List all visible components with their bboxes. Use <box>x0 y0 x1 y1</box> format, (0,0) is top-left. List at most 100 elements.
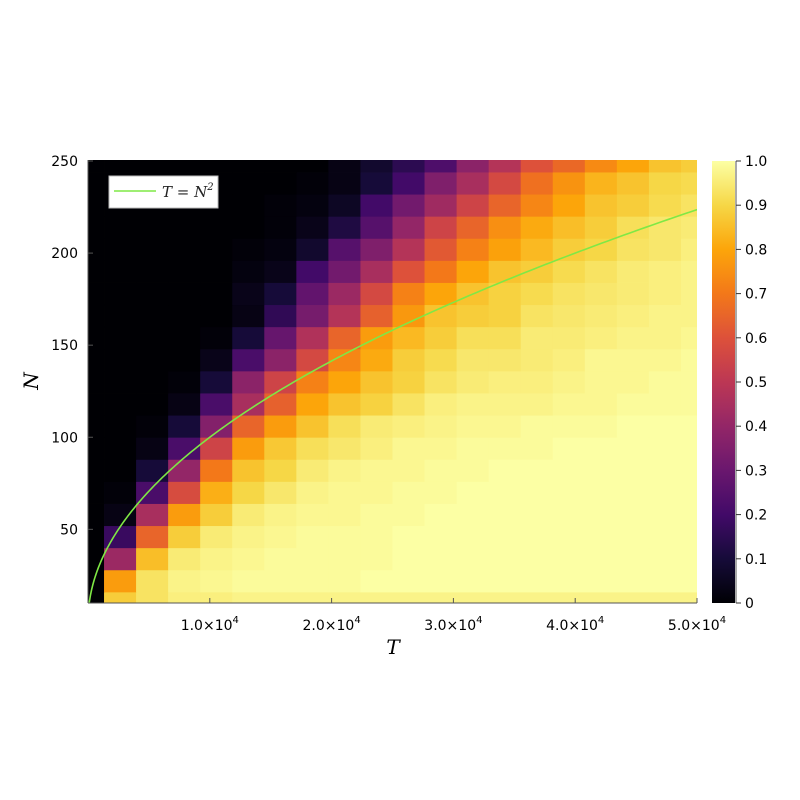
heatmap-cell <box>264 326 297 350</box>
heatmap-cell <box>200 459 233 482</box>
heatmap-cell <box>328 503 361 527</box>
heatmap-cell <box>424 348 458 372</box>
x-tick-label: 1.0×104 <box>181 615 239 634</box>
heatmap-cell <box>168 569 201 593</box>
heatmap-cell <box>88 370 105 394</box>
heatmap-cell <box>584 481 618 504</box>
heatmap-cell <box>232 393 265 416</box>
heatmap-cell <box>488 525 522 549</box>
heatmap-cell <box>648 282 682 306</box>
heatmap-cell <box>88 260 105 283</box>
heatmap-cell <box>264 282 297 306</box>
heatmap-cell <box>456 194 490 217</box>
heatmap-cell <box>232 415 265 438</box>
heatmap-cell <box>168 481 201 504</box>
heatmap-cell <box>104 348 137 372</box>
heatmap-cell <box>552 194 586 217</box>
heatmap-cell <box>392 393 425 416</box>
heatmap-cell <box>200 503 233 527</box>
y-axis-label: N <box>19 371 43 391</box>
heatmap-cell <box>424 503 458 527</box>
heatmap-cell <box>520 348 554 372</box>
heatmap-cell <box>264 172 297 195</box>
heatmap-cell <box>328 459 361 482</box>
y-tick-label: 250 <box>51 154 78 170</box>
heatmap-cell <box>680 503 697 527</box>
heatmap-cell <box>168 282 201 306</box>
heatmap-cell <box>104 304 137 328</box>
heatmap-cell <box>520 415 554 438</box>
heatmap-cell <box>328 393 361 416</box>
legend: T = N2 <box>108 175 219 209</box>
heatmap-cell <box>328 326 361 350</box>
heatmap-cell <box>232 437 265 460</box>
heatmap-cell <box>648 160 682 173</box>
heatmap-cell <box>360 216 393 239</box>
heatmap-cell <box>296 326 329 350</box>
heatmap-cell <box>264 238 297 261</box>
x-tick-label: 2.0×104 <box>303 615 361 634</box>
heatmap-cell <box>648 304 682 328</box>
heatmap-cell <box>680 525 697 549</box>
heatmap-cell <box>552 304 586 328</box>
heatmap-cell <box>104 503 137 527</box>
heatmap-cell <box>88 591 105 603</box>
heatmap-cell <box>616 591 650 603</box>
heatmap-cell <box>264 260 297 283</box>
legend-box <box>108 175 219 209</box>
heatmap-cell <box>328 415 361 438</box>
heatmap-cell <box>296 238 329 261</box>
heatmap-cell <box>360 591 393 603</box>
heatmap-cell <box>136 160 169 173</box>
heatmap-cell <box>456 525 490 549</box>
heatmap-cell <box>680 437 697 460</box>
heatmap-cell <box>648 591 682 603</box>
heatmap-cell <box>360 437 393 460</box>
heatmap-cell <box>264 415 297 438</box>
colorbar-tick-label: 0.6 <box>745 331 767 347</box>
heatmap-cell <box>552 160 586 173</box>
heatmap-cell <box>424 569 458 593</box>
heatmap-cell <box>328 525 361 549</box>
heatmap-cell <box>616 569 650 593</box>
y-tick-label: 50 <box>60 522 78 538</box>
heatmap-cell <box>136 326 169 350</box>
heatmap-cell <box>488 459 522 482</box>
heatmap-cell <box>424 304 458 328</box>
heatmap-cell <box>680 481 697 504</box>
heatmap-cell <box>104 216 137 239</box>
heatmap-cell <box>488 437 522 460</box>
heatmap-cell <box>424 481 458 504</box>
heatmap-cell <box>360 172 393 195</box>
heatmap-cell <box>232 194 265 217</box>
heatmap-cell <box>200 569 233 593</box>
heatmap-cell <box>424 591 458 603</box>
heatmap-cell <box>424 216 458 239</box>
heatmap-cell <box>328 370 361 394</box>
heatmap-cell <box>520 437 554 460</box>
heatmap-cell <box>360 238 393 261</box>
heatmap-cell <box>552 459 586 482</box>
heatmap-cell <box>488 591 522 603</box>
heatmap-cell <box>392 525 425 549</box>
axes: 1.0×104 2.0×104 3.0×104 4.0×104 5.0×10450100… <box>51 154 726 634</box>
heatmap-cell <box>392 415 425 438</box>
heatmap-cell <box>88 459 105 482</box>
heatmap-cell <box>168 348 201 372</box>
heatmap-cell <box>552 437 586 460</box>
legend-label: T = N2 <box>162 182 214 201</box>
heatmap-cell <box>488 304 522 328</box>
heatmap-cell <box>456 348 490 372</box>
heatmap-cell <box>520 569 554 593</box>
colorbar-gradient <box>712 161 735 603</box>
heatmap-cell <box>88 282 105 306</box>
heatmap-cell <box>360 525 393 549</box>
heatmap-cell <box>552 238 586 261</box>
heatmap-cell <box>328 194 361 217</box>
heatmap-cell <box>424 160 458 173</box>
heatmap-cell <box>136 415 169 438</box>
heatmap-cell <box>488 481 522 504</box>
heatmap-cell <box>264 459 297 482</box>
heatmap-cell <box>264 481 297 504</box>
colorbar-tick-label: 0.4 <box>745 419 767 435</box>
